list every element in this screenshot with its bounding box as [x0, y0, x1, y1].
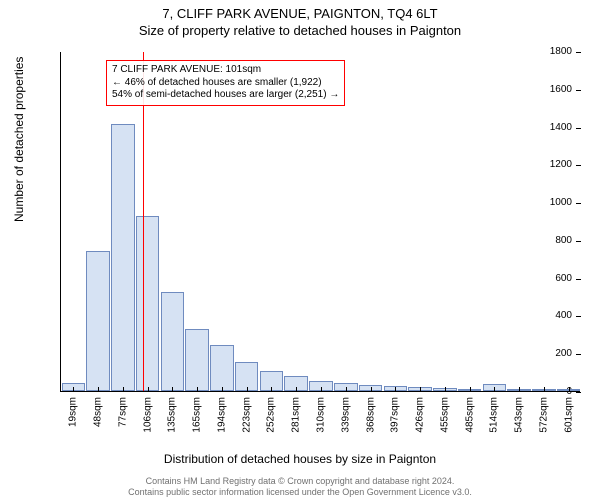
- x-tick-label: 19sqm: [68, 397, 79, 427]
- y-tick-label: 600: [555, 273, 572, 284]
- histogram-bar: [185, 329, 209, 391]
- x-tick-label: 252sqm: [266, 397, 277, 433]
- x-tick-label: 572sqm: [538, 397, 549, 433]
- x-tick-label: 135sqm: [167, 397, 178, 433]
- footer-line1: Contains HM Land Registry data © Crown c…: [0, 476, 600, 487]
- y-axis-label: Number of detached properties: [12, 57, 26, 222]
- x-axis-label: Distribution of detached houses by size …: [0, 452, 600, 466]
- chart-container: 7, CLIFF PARK AVENUE, PAIGNTON, TQ4 6LT …: [0, 0, 600, 500]
- x-tick-label: 368sqm: [365, 397, 376, 433]
- histogram-bar: [136, 216, 160, 391]
- y-tick-label: 200: [555, 348, 572, 359]
- annotation-line: ← 46% of detached houses are smaller (1,…: [112, 77, 339, 90]
- x-tick-label: 455sqm: [439, 397, 450, 433]
- x-tick-label: 48sqm: [93, 397, 104, 427]
- x-tick-label: 426sqm: [415, 397, 426, 433]
- x-tick-label: 194sqm: [216, 397, 227, 433]
- y-tick-label: 1400: [550, 122, 572, 133]
- x-tick-label: 165sqm: [192, 397, 203, 433]
- chart-title-line1: 7, CLIFF PARK AVENUE, PAIGNTON, TQ4 6LT: [0, 6, 600, 23]
- x-tick-label: 543sqm: [514, 397, 525, 433]
- titles-block: 7, CLIFF PARK AVENUE, PAIGNTON, TQ4 6LT …: [0, 0, 600, 40]
- x-tick-label: 601sqm: [563, 397, 574, 433]
- x-tick-label: 397sqm: [390, 397, 401, 433]
- y-tick-label: 800: [555, 235, 572, 246]
- y-tick-label: 1800: [550, 46, 572, 57]
- x-tick-label: 310sqm: [316, 397, 327, 433]
- y-tick-label: 1000: [550, 197, 572, 208]
- plot-area: 02004006008001000120014001600180019sqm48…: [60, 52, 580, 392]
- y-tick-label: 1600: [550, 84, 572, 95]
- histogram-bar: [210, 345, 234, 391]
- x-tick-label: 77sqm: [117, 397, 128, 427]
- x-tick-label: 339sqm: [340, 397, 351, 433]
- annotation-line: 54% of semi-detached houses are larger (…: [112, 89, 339, 102]
- histogram-bar: [86, 251, 110, 391]
- footer-line2: Contains public sector information licen…: [0, 487, 600, 498]
- x-tick-label: 106sqm: [142, 397, 153, 433]
- x-tick-label: 485sqm: [464, 397, 475, 433]
- x-tick-label: 281sqm: [291, 397, 302, 433]
- x-tick-label: 223sqm: [241, 397, 252, 433]
- x-tick-label: 514sqm: [489, 397, 500, 433]
- histogram-bar: [161, 292, 185, 391]
- annotation-line: 7 CLIFF PARK AVENUE: 101sqm: [112, 64, 339, 77]
- footer-credits: Contains HM Land Registry data © Crown c…: [0, 476, 600, 498]
- histogram-bar: [111, 124, 135, 391]
- annotation-box: 7 CLIFF PARK AVENUE: 101sqm← 46% of deta…: [106, 60, 345, 106]
- y-tick-label: 1200: [550, 159, 572, 170]
- y-tick-label: 400: [555, 310, 572, 321]
- chart-title-line2: Size of property relative to detached ho…: [0, 23, 600, 40]
